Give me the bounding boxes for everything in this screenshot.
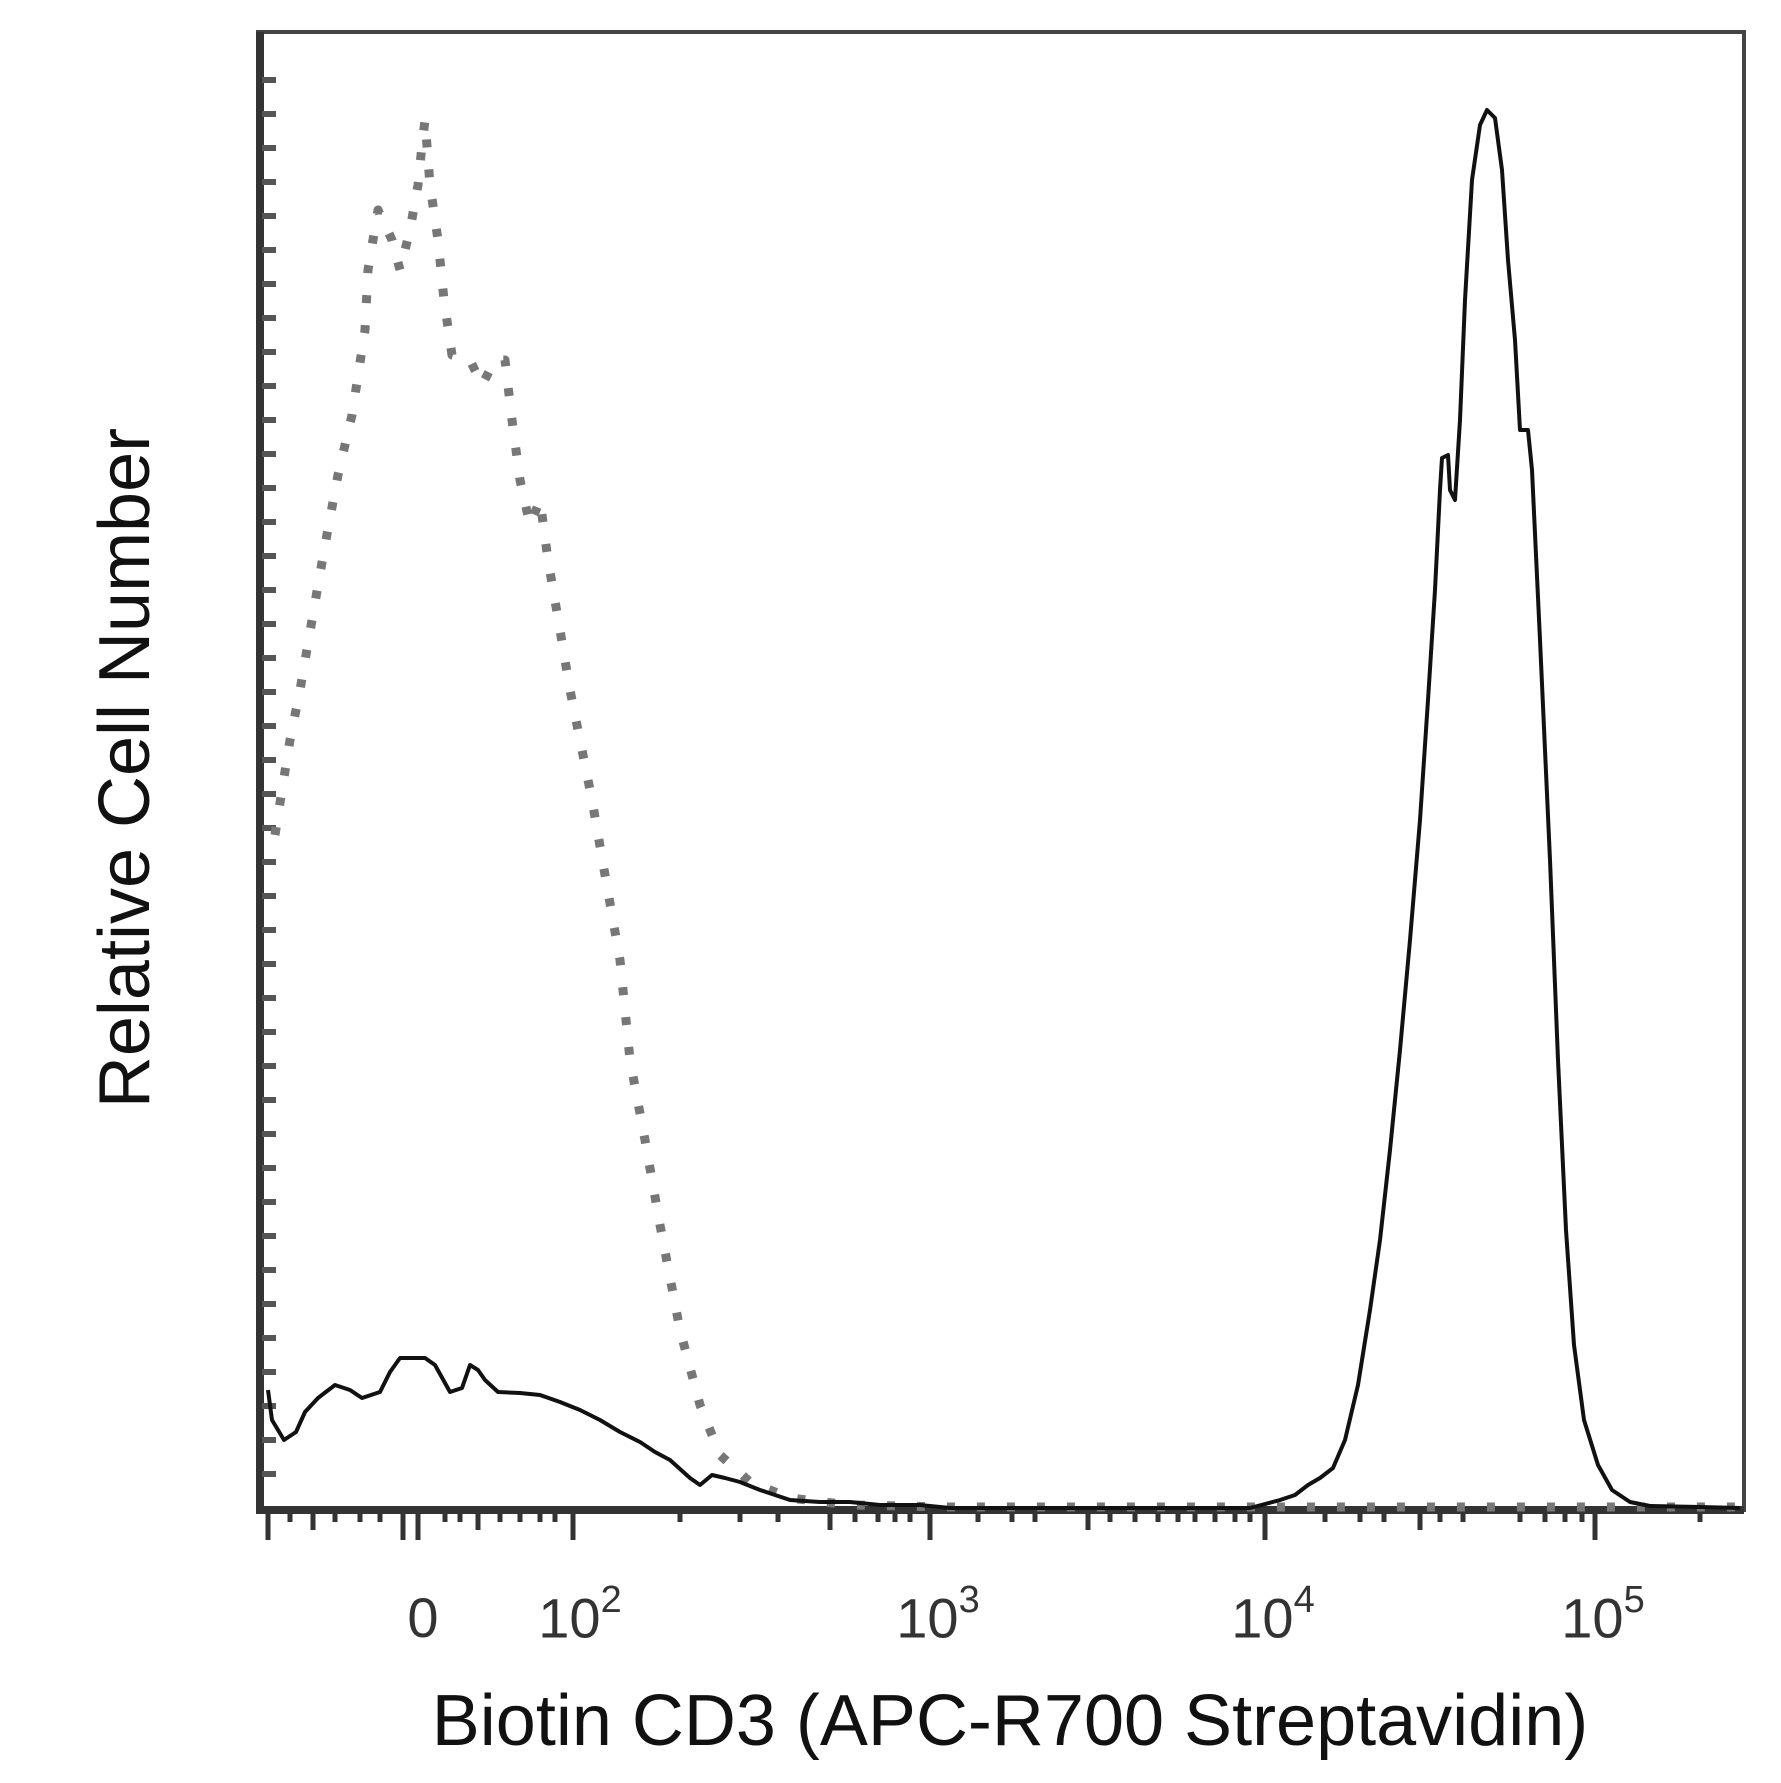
tick-exponent: 5 xyxy=(1623,1579,1645,1621)
y-axis-title: Relative Cell Number xyxy=(85,427,165,1109)
x-tick-label-10e2: 102 xyxy=(538,1579,621,1651)
x-axis-ticks xyxy=(265,1512,1703,1540)
x-tick-label-0: 0 xyxy=(407,1585,438,1650)
tick-base: 10 xyxy=(1561,1586,1624,1650)
x-tick-label-10e4: 104 xyxy=(1231,1579,1314,1651)
plot-frame xyxy=(256,30,1746,1512)
x-tick-label-10e5: 105 xyxy=(1561,1579,1644,1651)
tick-exponent: 3 xyxy=(958,1579,980,1621)
tick-base: 10 xyxy=(1231,1586,1294,1650)
y-axis-ticks xyxy=(262,77,276,1477)
tick-exponent: 2 xyxy=(600,1579,622,1621)
tick-base: 10 xyxy=(538,1586,601,1650)
tick-base: 10 xyxy=(896,1586,959,1650)
x-tick-label-10e3: 103 xyxy=(896,1579,979,1651)
tick-base: 0 xyxy=(407,1586,439,1649)
control-histogram-dotted xyxy=(270,115,1740,1512)
cd3-histogram-solid xyxy=(266,108,1741,1510)
tick-exponent: 4 xyxy=(1293,1579,1315,1621)
x-axis-title: Biotin CD3 (APC-R700 Streptavidin) xyxy=(431,1681,1589,1761)
